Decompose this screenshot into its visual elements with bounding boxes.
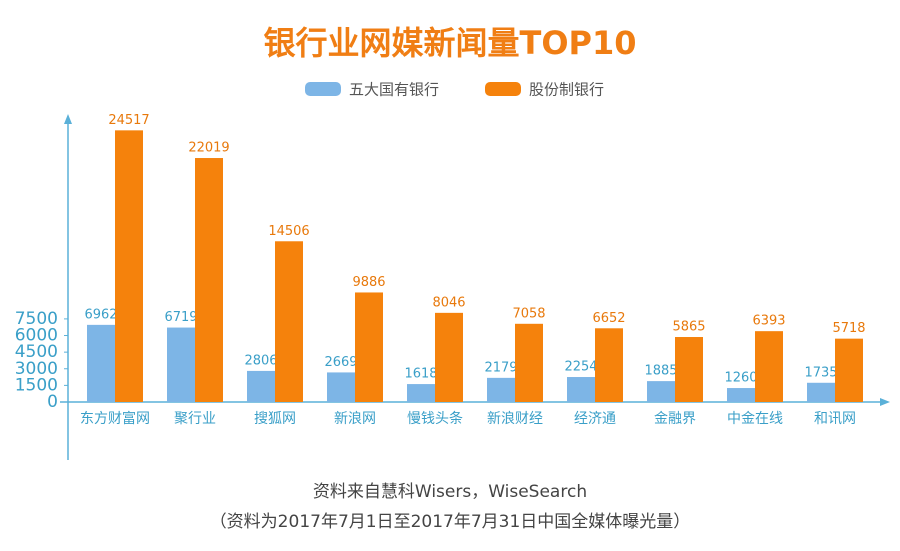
bar: [647, 381, 675, 402]
bar: [755, 331, 783, 402]
y-tick-label: 0: [47, 392, 58, 412]
bar: [247, 370, 275, 402]
period-note: （资料为2017年7月1日至2017年7月31日中国全媒体曝光量）: [210, 512, 691, 532]
data-label: 6652: [592, 311, 625, 326]
legend-label: 股份制银行: [529, 81, 604, 99]
y-tick-label: 3000: [15, 359, 58, 379]
x-axis-arrow: [880, 398, 890, 406]
bar: [167, 327, 195, 402]
data-label: 2179: [484, 360, 517, 375]
x-tick-label: 经济通: [574, 411, 616, 427]
x-tick-label: 聚行业: [174, 411, 216, 427]
data-label: 6393: [752, 314, 785, 329]
y-tick-label: 7500: [15, 309, 58, 329]
data-label: 1735: [804, 365, 837, 380]
bar: [275, 241, 303, 402]
data-label: 5718: [832, 321, 865, 336]
data-label: 14506: [268, 224, 309, 239]
x-tick-label: 新浪财经: [487, 411, 543, 427]
data-label: 24517: [108, 113, 149, 128]
bar: [675, 337, 703, 402]
bar: [195, 158, 223, 402]
data-label: 5865: [672, 320, 705, 335]
data-label: 7058: [512, 306, 545, 321]
x-tick-label: 东方财富网: [80, 410, 150, 427]
bar: [87, 324, 115, 402]
data-label: 1618: [404, 367, 437, 382]
bar: [407, 384, 435, 402]
x-tick-label: 和讯网: [814, 411, 856, 427]
y-axis-arrow: [64, 114, 72, 124]
legend-swatch: [485, 82, 521, 96]
data-label: 6962: [84, 307, 117, 322]
x-tick-label: 中金在线: [727, 411, 783, 427]
bar: [487, 377, 515, 402]
data-label: 2669: [324, 355, 357, 370]
bar: [435, 312, 463, 402]
bar: [355, 292, 383, 402]
data-label: 9886: [352, 275, 385, 290]
x-tick-label: 搜狐网: [254, 411, 296, 427]
bar: [595, 328, 623, 402]
data-label: 2254: [564, 360, 597, 375]
legend-swatch: [305, 82, 341, 96]
bar: [567, 377, 595, 402]
bar: [115, 130, 143, 403]
data-label: 1260: [724, 371, 757, 386]
y-tick-label: 4500: [15, 342, 58, 362]
bar: [807, 382, 835, 402]
x-tick-label: 慢钱头条: [407, 410, 463, 427]
bar: [727, 388, 755, 402]
legend-label: 五大国有银行: [349, 81, 439, 99]
y-tick-label: 1500: [15, 375, 58, 395]
bar: [835, 338, 863, 402]
source-note: 资料来自慧科Wisers，WiseSearch: [313, 482, 587, 502]
data-label: 2806: [244, 353, 277, 368]
data-label: 8046: [432, 295, 465, 310]
x-tick-label: 金融界: [654, 411, 696, 427]
bar: [515, 323, 543, 402]
bar: [327, 372, 355, 402]
data-label: 1885: [644, 364, 677, 379]
data-label: 22019: [188, 141, 229, 156]
chart-title: 银行业网媒新闻量TOP10: [263, 24, 636, 62]
data-label: 6719: [164, 310, 197, 325]
x-tick-label: 新浪网: [334, 411, 376, 427]
y-tick-label: 6000: [15, 326, 58, 346]
